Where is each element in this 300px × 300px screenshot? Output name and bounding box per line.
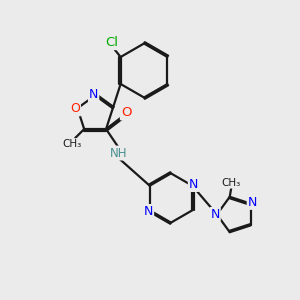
Text: N: N bbox=[89, 88, 98, 101]
Text: O: O bbox=[70, 102, 80, 116]
Text: CH₃: CH₃ bbox=[222, 178, 241, 188]
Text: N: N bbox=[248, 196, 257, 209]
Text: N: N bbox=[144, 205, 153, 218]
Text: NH: NH bbox=[110, 146, 128, 160]
Text: CH₃: CH₃ bbox=[62, 139, 81, 149]
Text: N: N bbox=[210, 208, 220, 221]
Text: Cl: Cl bbox=[105, 36, 118, 49]
Text: O: O bbox=[121, 106, 131, 119]
Text: N: N bbox=[189, 178, 198, 191]
